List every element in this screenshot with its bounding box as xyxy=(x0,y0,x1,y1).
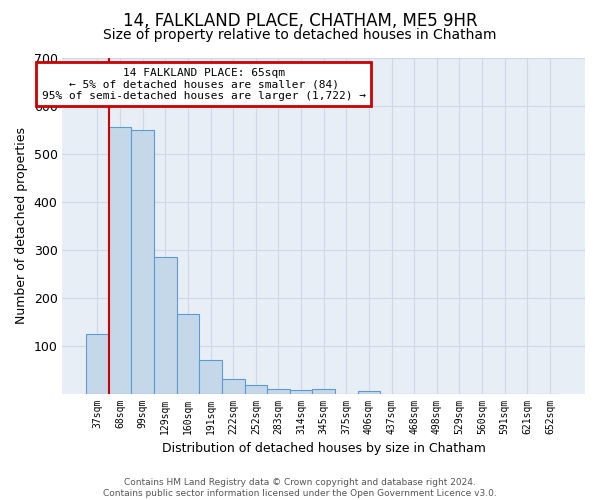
Text: Contains HM Land Registry data © Crown copyright and database right 2024.
Contai: Contains HM Land Registry data © Crown c… xyxy=(103,478,497,498)
Bar xyxy=(222,379,245,394)
Bar xyxy=(131,130,154,394)
Bar xyxy=(109,127,131,394)
Bar xyxy=(86,334,109,394)
Bar xyxy=(176,314,199,394)
Bar xyxy=(154,256,176,394)
Bar xyxy=(290,390,313,394)
Bar xyxy=(267,389,290,394)
Bar xyxy=(199,360,222,394)
Text: 14 FALKLAND PLACE: 65sqm
← 5% of detached houses are smaller (84)
95% of semi-de: 14 FALKLAND PLACE: 65sqm ← 5% of detache… xyxy=(41,68,365,101)
Bar xyxy=(358,391,380,394)
Bar xyxy=(313,389,335,394)
X-axis label: Distribution of detached houses by size in Chatham: Distribution of detached houses by size … xyxy=(162,442,485,455)
Text: Size of property relative to detached houses in Chatham: Size of property relative to detached ho… xyxy=(103,28,497,42)
Bar xyxy=(245,386,267,394)
Y-axis label: Number of detached properties: Number of detached properties xyxy=(15,127,28,324)
Text: 14, FALKLAND PLACE, CHATHAM, ME5 9HR: 14, FALKLAND PLACE, CHATHAM, ME5 9HR xyxy=(122,12,478,30)
